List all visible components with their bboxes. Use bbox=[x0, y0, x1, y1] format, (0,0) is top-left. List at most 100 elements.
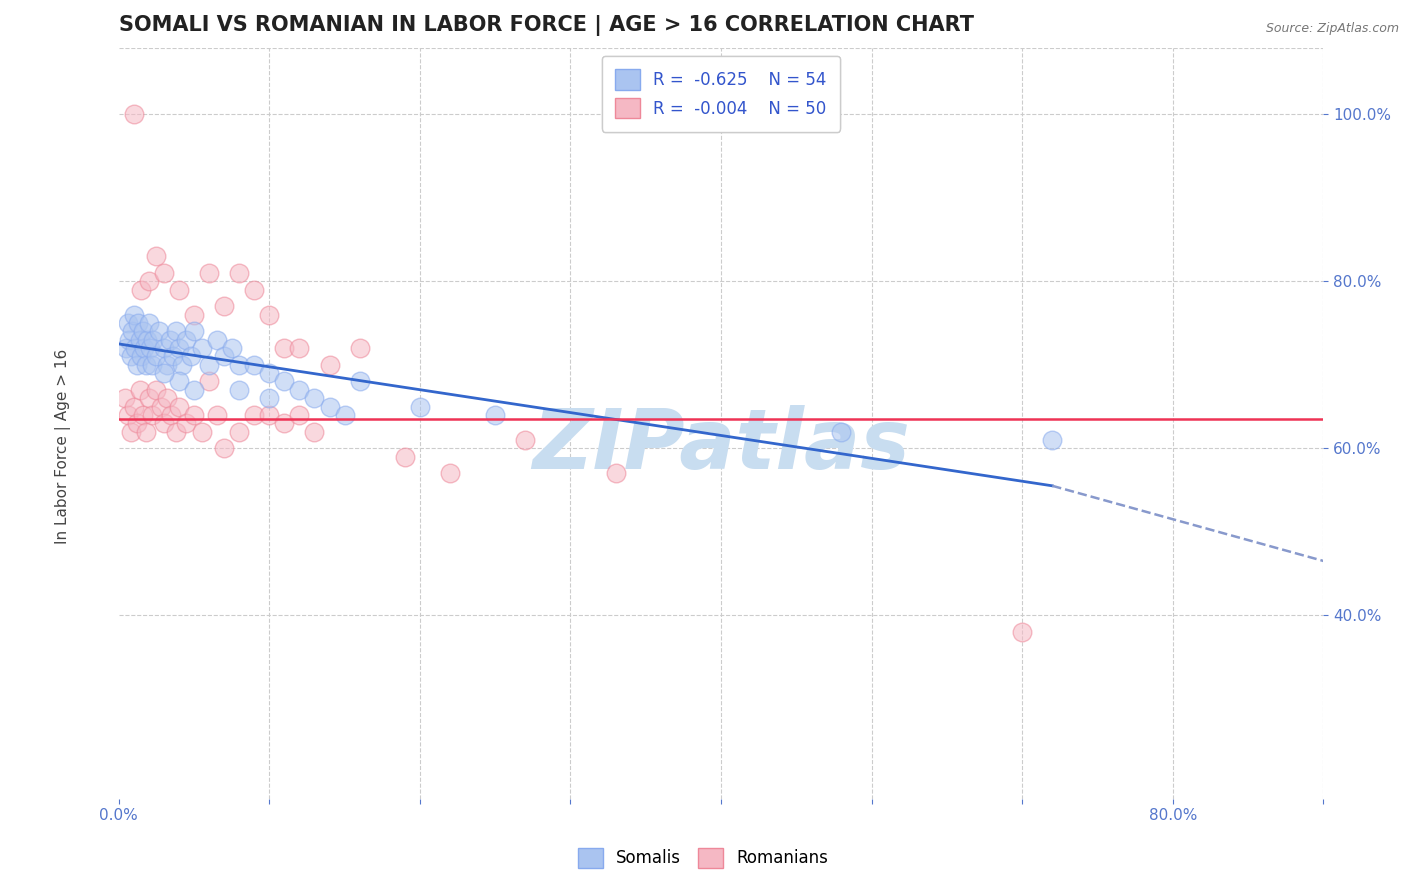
Point bbox=[259, 308, 281, 322]
Text: Source: ZipAtlas.com: Source: ZipAtlas.com bbox=[1265, 22, 1399, 36]
Point bbox=[131, 350, 153, 364]
Point bbox=[148, 325, 170, 339]
Point bbox=[167, 375, 190, 389]
Point bbox=[198, 375, 221, 389]
Point bbox=[122, 107, 145, 121]
Point bbox=[117, 408, 139, 422]
Point bbox=[273, 341, 295, 355]
Point bbox=[212, 299, 235, 313]
Point bbox=[125, 416, 148, 430]
Point bbox=[1011, 624, 1033, 639]
Point bbox=[120, 425, 142, 439]
Point bbox=[136, 333, 159, 347]
Point bbox=[259, 391, 281, 405]
Point bbox=[153, 366, 176, 380]
Point bbox=[138, 316, 160, 330]
Point bbox=[176, 333, 198, 347]
Point bbox=[190, 425, 212, 439]
Point bbox=[132, 325, 155, 339]
Point bbox=[153, 416, 176, 430]
Point bbox=[349, 341, 371, 355]
Point bbox=[118, 333, 141, 347]
Point bbox=[183, 383, 205, 397]
Point bbox=[145, 249, 167, 263]
Point bbox=[304, 425, 326, 439]
Point bbox=[243, 358, 266, 372]
Point bbox=[183, 408, 205, 422]
Point bbox=[198, 266, 221, 280]
Point bbox=[141, 408, 163, 422]
Point bbox=[128, 333, 150, 347]
Point bbox=[273, 416, 295, 430]
Point bbox=[159, 333, 181, 347]
Point bbox=[145, 350, 167, 364]
Point bbox=[394, 450, 416, 464]
Point bbox=[165, 325, 187, 339]
Point bbox=[409, 400, 432, 414]
Point bbox=[162, 350, 184, 364]
Point bbox=[139, 341, 162, 355]
Point bbox=[221, 341, 243, 355]
Point bbox=[333, 408, 356, 422]
Point bbox=[304, 391, 326, 405]
Point bbox=[259, 408, 281, 422]
Point bbox=[288, 341, 311, 355]
Point bbox=[183, 308, 205, 322]
Point bbox=[212, 350, 235, 364]
Point bbox=[167, 283, 190, 297]
Point bbox=[228, 383, 250, 397]
Point bbox=[145, 383, 167, 397]
Point bbox=[114, 391, 136, 405]
Point bbox=[318, 400, 340, 414]
Point bbox=[135, 425, 157, 439]
Point bbox=[190, 341, 212, 355]
Point bbox=[228, 425, 250, 439]
Point bbox=[127, 316, 149, 330]
Point bbox=[117, 316, 139, 330]
Point bbox=[141, 358, 163, 372]
Point bbox=[124, 341, 146, 355]
Point bbox=[259, 366, 281, 380]
Point bbox=[515, 433, 537, 447]
Point bbox=[134, 341, 156, 355]
Point bbox=[138, 274, 160, 288]
Point bbox=[243, 408, 266, 422]
Point bbox=[228, 358, 250, 372]
Point bbox=[288, 408, 311, 422]
Point bbox=[830, 425, 852, 439]
Point bbox=[115, 341, 138, 355]
Point bbox=[160, 408, 183, 422]
Point bbox=[288, 383, 311, 397]
Point bbox=[180, 350, 202, 364]
Point bbox=[212, 442, 235, 456]
Point bbox=[125, 358, 148, 372]
Point bbox=[439, 467, 461, 481]
Point bbox=[349, 375, 371, 389]
Point bbox=[205, 333, 228, 347]
Legend: Somalis, Romanians: Somalis, Romanians bbox=[571, 841, 835, 875]
Point bbox=[205, 408, 228, 422]
Point bbox=[273, 375, 295, 389]
Point bbox=[138, 391, 160, 405]
Point bbox=[128, 383, 150, 397]
Point bbox=[132, 408, 155, 422]
Point bbox=[318, 358, 340, 372]
Point bbox=[170, 358, 193, 372]
Point bbox=[167, 341, 190, 355]
Text: In Labor Force | Age > 16: In Labor Force | Age > 16 bbox=[55, 349, 72, 543]
Point bbox=[121, 325, 143, 339]
Text: SOMALI VS ROMANIAN IN LABOR FORCE | AGE > 16 CORRELATION CHART: SOMALI VS ROMANIAN IN LABOR FORCE | AGE … bbox=[118, 15, 974, 36]
Point bbox=[176, 416, 198, 430]
Legend: R =  -0.625    N = 54, R =  -0.004    N = 50: R = -0.625 N = 54, R = -0.004 N = 50 bbox=[602, 56, 841, 132]
Point bbox=[484, 408, 506, 422]
Point bbox=[165, 425, 187, 439]
Point bbox=[135, 358, 157, 372]
Point bbox=[122, 400, 145, 414]
Point bbox=[156, 391, 179, 405]
Point bbox=[153, 341, 176, 355]
Point bbox=[243, 283, 266, 297]
Point bbox=[1040, 433, 1063, 447]
Point bbox=[228, 266, 250, 280]
Point bbox=[142, 333, 165, 347]
Point bbox=[605, 467, 627, 481]
